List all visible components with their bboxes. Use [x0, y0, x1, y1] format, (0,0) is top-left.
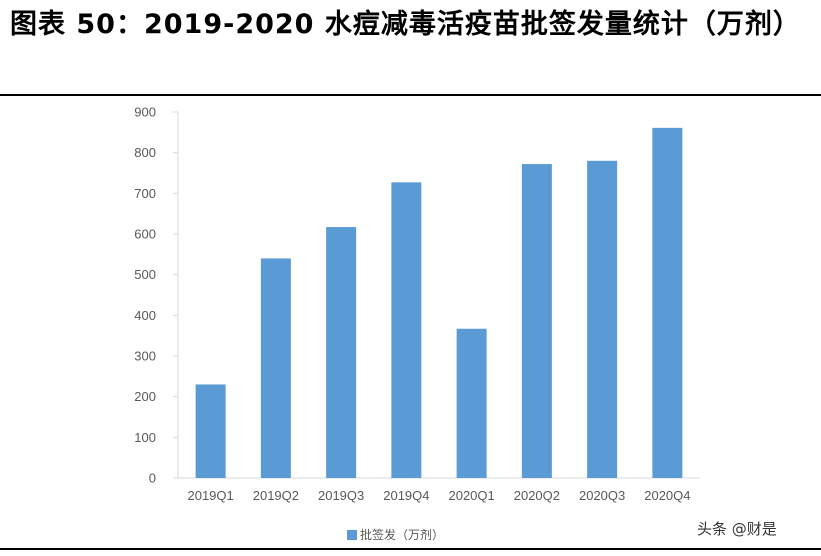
x-axis: 2019Q1 2019Q2 2019Q3 2019Q4 2020Q1 2020Q2 2020… — [178, 477, 700, 503]
bottom-rule — [0, 548, 821, 550]
bar-2019q1 — [195, 384, 226, 478]
bar-2019q4 — [391, 182, 422, 478]
chart-title: 图表 50：2019-2020 水痘减毒活疫苗批签发量统计（万剂） — [10, 9, 801, 40]
top-rule — [0, 94, 821, 96]
x-tick-label: 2020Q3 — [579, 488, 625, 503]
x-tick-label: 2020Q4 — [644, 488, 690, 503]
y-tick-label: 100 — [134, 430, 156, 445]
bar-series — [195, 127, 683, 479]
bar-2020q3 — [587, 160, 618, 479]
x-tick-label: 2020Q1 — [448, 488, 494, 503]
y-tick-label: 400 — [134, 308, 156, 323]
bar-2020q4 — [652, 127, 683, 479]
y-tick-label: 200 — [134, 389, 156, 404]
y-tick-label: 600 — [134, 227, 156, 242]
y-tick-label: 700 — [134, 186, 156, 201]
bar-2020q1 — [456, 328, 487, 478]
x-tick-label: 2019Q4 — [383, 488, 429, 503]
y-tick-label: 800 — [134, 145, 156, 160]
legend: 批签发（万剂） — [347, 526, 444, 543]
bar-2019q3 — [326, 227, 357, 478]
x-tick-label: 2020Q2 — [514, 488, 560, 503]
x-tick-label: 2019Q1 — [187, 488, 233, 503]
y-tick-label: 0 — [149, 471, 156, 486]
y-axis: 0 100 200 300 400 500 600 700 800 900 — [134, 105, 179, 486]
bar-2020q2 — [521, 164, 552, 478]
x-tick-label: 2019Q3 — [318, 488, 364, 503]
y-tick-label: 900 — [134, 105, 156, 120]
x-tick-label: 2019Q2 — [253, 488, 299, 503]
bar-2019q2 — [260, 258, 291, 478]
y-tick-label: 500 — [134, 267, 156, 282]
watermark: 头条 @财是 — [697, 520, 777, 538]
legend-swatch — [347, 529, 357, 540]
legend-label: 批签发（万剂） — [360, 528, 445, 542]
y-tick-label: 300 — [134, 349, 156, 364]
